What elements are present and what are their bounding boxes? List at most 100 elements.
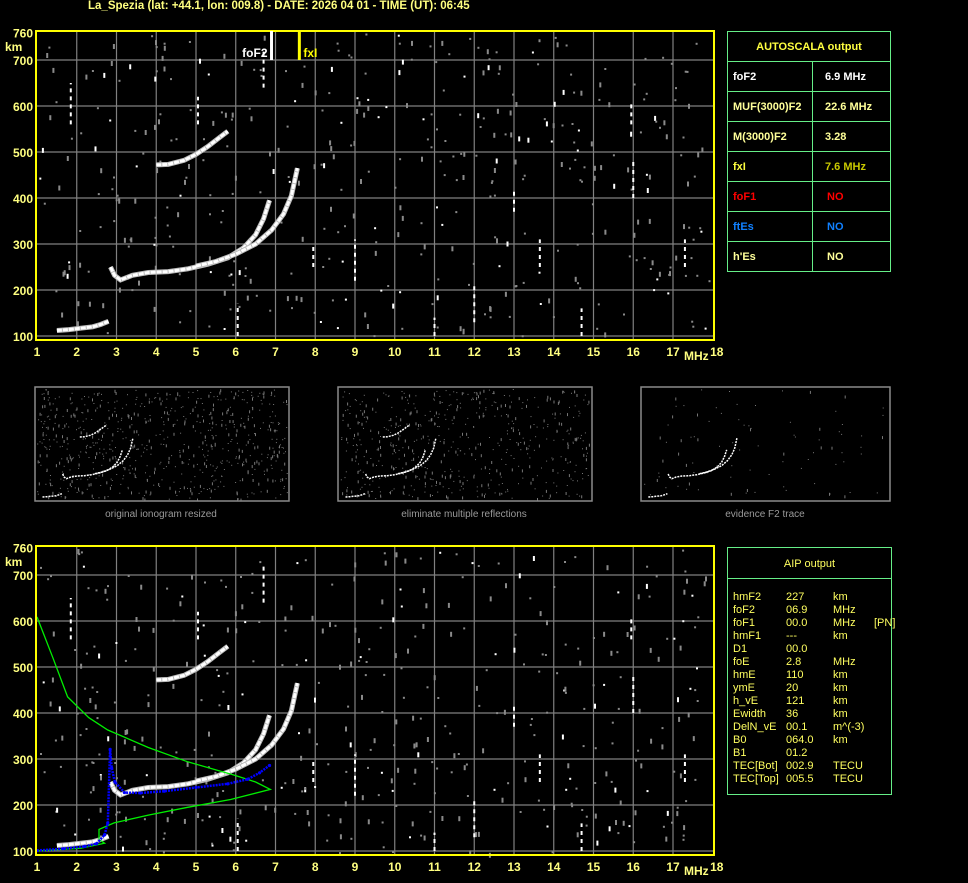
noise-dot xyxy=(241,693,244,696)
noise-dot xyxy=(47,399,49,401)
noise-dot xyxy=(138,434,140,436)
noise-dot xyxy=(537,63,540,66)
noise-dot xyxy=(234,611,237,617)
noise-dot xyxy=(171,407,173,409)
aip-output-panel: AIP output hmF2 227 km foF2 06.9 MHz foF1 00.0 M… xyxy=(727,547,895,795)
noise-dot xyxy=(93,444,95,446)
noise-dot xyxy=(453,753,456,759)
noise-dot xyxy=(542,427,544,429)
noise-dot xyxy=(161,417,163,419)
noise-dot xyxy=(591,232,594,235)
noise-dot xyxy=(49,115,52,121)
noise-dot xyxy=(181,461,183,463)
noise-dot xyxy=(210,429,212,431)
noise-dot xyxy=(462,482,464,486)
noise-dot xyxy=(590,141,593,147)
noise-dot xyxy=(159,434,161,435)
noise-dot xyxy=(134,129,137,132)
noise-dot xyxy=(268,424,270,428)
noise-dot xyxy=(511,428,513,430)
x-tick-label: 13 xyxy=(507,860,521,874)
noise-dot xyxy=(108,410,110,412)
noise-dot xyxy=(523,232,526,235)
noise-dot xyxy=(223,485,225,487)
noise-dot xyxy=(402,447,404,449)
noise-dot xyxy=(662,825,665,828)
noise-dot xyxy=(493,788,496,791)
noise-dot xyxy=(82,438,84,440)
noise-dot xyxy=(433,392,435,396)
noise-dot xyxy=(688,482,690,486)
noise-dot xyxy=(199,469,201,471)
noise-dot xyxy=(380,494,382,498)
noise-dot xyxy=(489,468,491,470)
noise-dot xyxy=(552,469,554,472)
noise-dot xyxy=(119,492,121,494)
noise-dot xyxy=(257,395,259,397)
noise-dot xyxy=(519,811,522,813)
noise-dot xyxy=(219,391,221,395)
noise-dot xyxy=(843,461,845,463)
noise-dot xyxy=(617,707,620,710)
noise-dot xyxy=(254,446,256,450)
noise-dot xyxy=(146,449,148,451)
noise-dot xyxy=(563,689,566,692)
noise-dot xyxy=(155,70,158,73)
noise-dot xyxy=(420,425,422,427)
noise-dot xyxy=(500,404,502,408)
noise-dot xyxy=(782,461,784,463)
noise-dot xyxy=(578,415,580,417)
aip-trace-line xyxy=(36,749,271,852)
noise-dot xyxy=(476,486,478,488)
noise-dot xyxy=(565,492,567,495)
noise-dot xyxy=(375,411,377,413)
noise-dot xyxy=(416,410,418,414)
noise-dot xyxy=(782,390,783,392)
noise-dot xyxy=(411,459,413,461)
noise-dot xyxy=(451,492,453,494)
noise-dot xyxy=(362,471,364,473)
noise-dot xyxy=(655,120,658,123)
noise-dot xyxy=(421,156,423,162)
noise-dot xyxy=(518,483,519,485)
noise-dot xyxy=(560,162,563,167)
noise-dot xyxy=(242,478,244,482)
noise-dot xyxy=(378,486,380,488)
noise-dot xyxy=(476,490,478,492)
noise-dot xyxy=(190,481,192,483)
noise-dot xyxy=(215,467,217,469)
ionogram-title: La_Spezia (lat: +44.1, lon: 009.8) - DAT… xyxy=(88,0,470,12)
noise-dot xyxy=(254,461,256,465)
noise-dot xyxy=(368,494,370,498)
aip-trace-point xyxy=(138,791,142,795)
noise-dot xyxy=(172,683,175,689)
thumbnail-frame xyxy=(34,386,290,502)
noise-dot xyxy=(134,444,136,448)
noise-dot xyxy=(175,397,177,401)
noise-dot xyxy=(409,836,411,839)
noise-dot xyxy=(76,492,78,493)
aip-unit: TECU xyxy=(833,760,863,772)
noise-dot xyxy=(234,175,237,181)
noise-dot xyxy=(83,429,85,431)
noise-dot xyxy=(187,463,189,465)
noise-dot xyxy=(697,616,700,619)
x-tick-label: 14 xyxy=(547,860,561,874)
noise-dot xyxy=(546,438,548,440)
noise-dot xyxy=(748,425,750,427)
noise-dot xyxy=(491,180,494,183)
noise-dot xyxy=(514,159,517,165)
noise-dot xyxy=(283,487,285,489)
noise-dot xyxy=(70,414,72,418)
noise-dot xyxy=(58,706,61,712)
noise-dot xyxy=(623,313,625,316)
noise-dot xyxy=(238,826,241,832)
noise-dot xyxy=(680,439,682,443)
y-tick-label: 600 xyxy=(13,100,33,114)
noise-dot xyxy=(572,480,574,482)
noise-dot xyxy=(355,460,357,462)
noise-dot xyxy=(39,441,41,443)
noise-dot xyxy=(128,415,130,417)
noise-dot xyxy=(705,576,707,582)
x-tick-label: 5 xyxy=(193,345,200,359)
